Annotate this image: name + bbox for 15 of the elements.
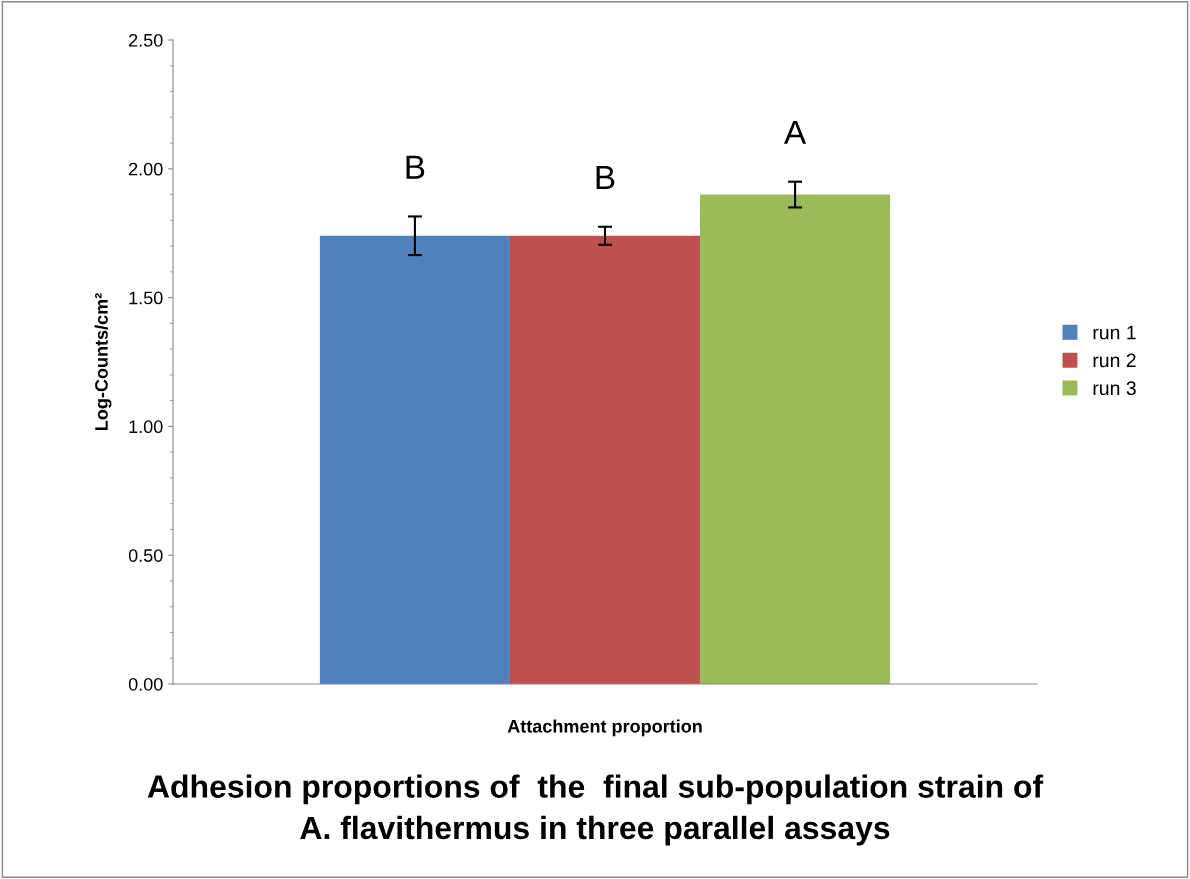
y-tick-label: 0.50: [128, 549, 163, 562]
x-axis-title: Attachment proportion: [507, 719, 702, 737]
annotation: B: [596, 166, 615, 189]
legend-label: run 2: [1093, 353, 1136, 368]
annotation: A: [784, 120, 807, 144]
y-tick-label: 1.50: [129, 291, 163, 305]
legend-label: run 1: [1093, 325, 1136, 340]
y-tick-label: 1.00: [129, 420, 163, 434]
annotation: B: [406, 155, 425, 179]
y-tick-label: 0.00: [128, 677, 163, 691]
text: Adhesion proportions of the final sub-population strain of A. flavithermus in three parallel assays: [147, 774, 1044, 846]
y-axis-title: Log-Counts/cm²: [94, 293, 112, 430]
legend-label: run 3: [1093, 381, 1136, 396]
y-tick-label: 2.50: [129, 33, 163, 47]
y-tick-label: 2.00: [129, 162, 163, 176]
